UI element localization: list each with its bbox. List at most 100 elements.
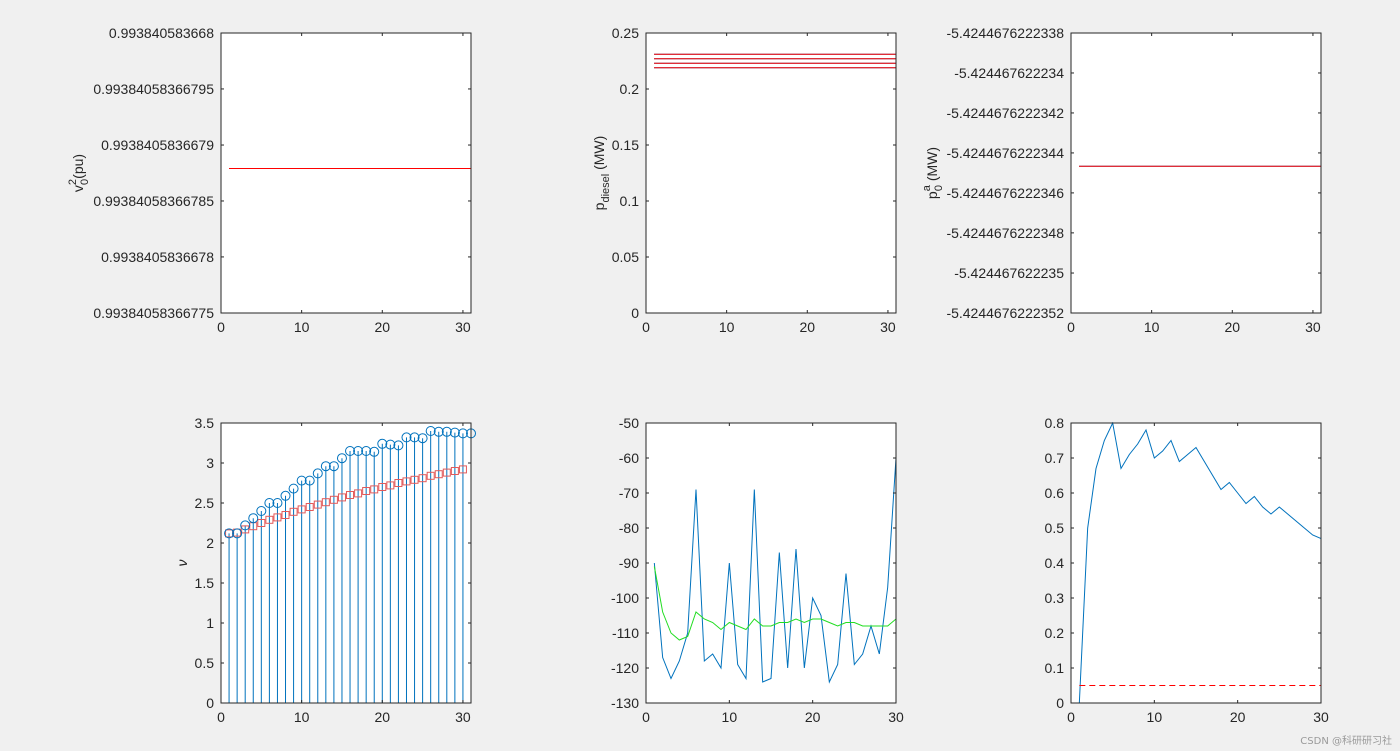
data-layer: [1078, 422, 1321, 704]
circle-marker: [240, 520, 251, 531]
square-marker: [257, 519, 266, 527]
y-tick-label: 3.5: [195, 415, 215, 431]
y-tick-label: 0.1: [620, 193, 640, 209]
y-tick-label: 0.5: [1045, 520, 1065, 536]
circle-marker: [312, 468, 323, 479]
x-tick-label: 10: [1144, 319, 1160, 335]
y-tick-label: -50: [619, 415, 639, 431]
y-tick-label: -5.4244676222348: [946, 225, 1064, 241]
circle-marker: [441, 426, 452, 437]
square-marker: [273, 513, 282, 522]
y-tick-label: -120: [611, 660, 639, 676]
subplot-5: 0 10 20 30 -130 -120 -110 -100 -90 -80 -70 -60 -50: [611, 415, 904, 725]
x-tick-label: 10: [719, 319, 735, 335]
circle-marker: [361, 446, 372, 456]
square-marker: [354, 489, 363, 498]
square-marker: [337, 493, 346, 502]
y-tick-label: 0.05: [612, 249, 639, 265]
square-marker: [450, 467, 459, 475]
circle-marker: [345, 446, 356, 456]
series-line-2: [653, 566, 896, 641]
square-marker: [289, 507, 298, 516]
subplot-6: 0 10 20 30 0 0.1 0.2 0.3 0.4 0.5 0.6 0.7 0.8: [1045, 415, 1329, 725]
x-tick-label: 10: [294, 709, 310, 725]
series-line-1: [653, 457, 896, 684]
circle-marker: [256, 506, 267, 516]
circle-marker: [401, 432, 412, 443]
circle-marker: [393, 440, 404, 451]
square-marker: [434, 470, 443, 479]
square-marker: [378, 483, 387, 491]
square-marker: [329, 495, 338, 504]
y-tick-label: 0.4: [1045, 555, 1065, 571]
y-tick-label: 0.9938405836679: [101, 137, 214, 153]
y-tick-label: 0: [631, 305, 639, 321]
y-tick-label: 0.99384058366795: [93, 81, 214, 97]
y-tick-label: 2.5: [195, 495, 215, 511]
x-tick-label: 20: [1230, 709, 1246, 725]
y-tick-label: 0.993840583668: [109, 25, 214, 41]
circle-marker: [409, 432, 420, 443]
circle-marker: [296, 475, 307, 486]
x-tick-label: 30: [888, 709, 904, 725]
series-line-1: [1078, 422, 1321, 704]
axes-box: [220, 422, 472, 704]
circle-marker: [232, 528, 243, 539]
x-tick-label: 0: [1067, 709, 1075, 725]
square-marker: [386, 481, 395, 490]
x-tick-label: 30: [1313, 709, 1329, 725]
square-marker: [346, 491, 355, 499]
x-tick-label: 20: [805, 709, 821, 725]
y-tick-label: -90: [619, 555, 639, 571]
circle-marker: [280, 490, 291, 501]
y-tick-label: 3: [206, 455, 214, 471]
y-axis-label: pa0 (MW): [921, 147, 945, 199]
square-marker: [321, 498, 330, 507]
y-tick-label: 0.3: [1045, 590, 1065, 606]
subplot-1: 0 10 20 30 0.993840583668 0.99384058366795 0.9…: [67, 25, 472, 335]
circle-marker: [369, 446, 380, 457]
plot-area: [1071, 423, 1321, 703]
square-marker: [265, 515, 274, 524]
y-tick-label: -80: [619, 520, 639, 536]
y-tick-label: -60: [619, 450, 639, 466]
axes-box: [645, 32, 897, 314]
square-marker: [313, 500, 322, 509]
y-axis-label: v20(pu): [67, 154, 91, 192]
circle-marker: [417, 433, 428, 444]
y-tick-label: 0.5: [195, 655, 215, 671]
square-marker: [418, 474, 427, 483]
circle-marker: [248, 513, 259, 524]
square-marker: [281, 511, 290, 519]
x-tick-label: 0: [217, 319, 225, 335]
y-tick-label: 0.7: [1045, 450, 1065, 466]
circle-marker: [320, 461, 331, 472]
plot-area: [221, 423, 471, 703]
x-tick-label: 30: [455, 319, 471, 335]
y-tick-label: -5.4244676222338: [946, 25, 1064, 41]
x-tick-label: 20: [800, 319, 816, 335]
y-tick-label: 1.5: [195, 575, 215, 591]
y-tick-label: 0.2: [620, 81, 640, 97]
circle-marker: [288, 483, 299, 494]
plot-area: [221, 33, 471, 313]
square-marker: [305, 503, 314, 511]
plot-area: [646, 423, 896, 703]
y-tick-label: -110: [612, 625, 639, 641]
x-tick-label: 20: [375, 709, 391, 725]
circle-marker: [272, 498, 283, 508]
axes-box: [220, 32, 472, 314]
x-tick-label: 30: [455, 709, 471, 725]
y-tick-label: 0.2: [1045, 625, 1065, 641]
circle-marker: [304, 475, 315, 486]
x-tick-label: 10: [1147, 709, 1163, 725]
square-marker: [241, 525, 250, 534]
circle-marker: [425, 426, 436, 436]
subplot-4: 0 10 20 30 0 0.5 1 1.5 2 2.5 3 3.5 ν: [174, 415, 476, 725]
y-tick-label: -130: [611, 695, 639, 711]
y-tick-label: -5.4244676222342: [946, 105, 1064, 121]
square-marker: [394, 479, 403, 487]
y-tick-label: -5.4244676222352: [946, 305, 1064, 321]
x-tick-label: 10: [722, 709, 738, 725]
